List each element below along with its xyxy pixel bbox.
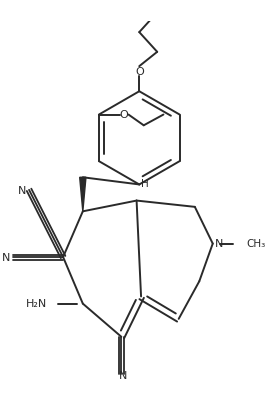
Text: O: O (135, 67, 144, 76)
Text: N: N (119, 371, 127, 381)
Text: N: N (2, 253, 10, 263)
Polygon shape (80, 177, 86, 211)
Text: N: N (215, 238, 223, 249)
Text: CH₃: CH₃ (246, 240, 265, 249)
Text: O: O (120, 111, 128, 120)
Text: N: N (18, 186, 26, 196)
Text: H: H (141, 180, 149, 189)
Text: H₂N: H₂N (26, 299, 47, 309)
